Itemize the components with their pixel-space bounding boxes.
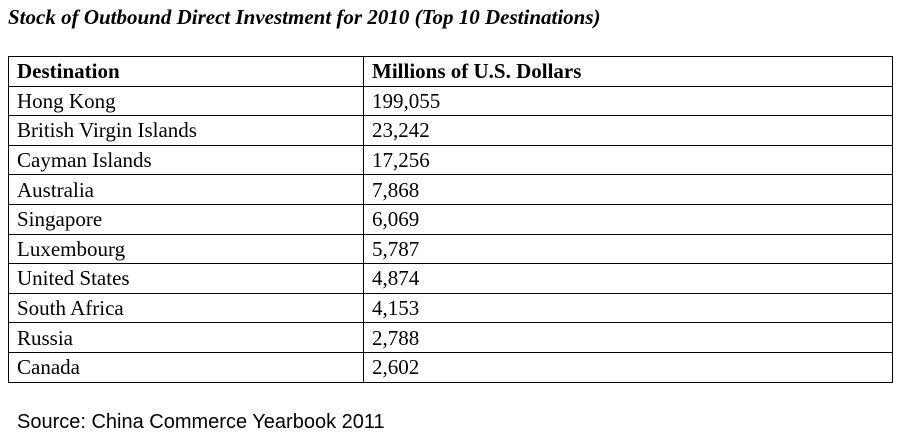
- destination-cell: British Virgin Islands: [8, 115, 364, 146]
- table-row: Canada 2,602: [8, 351, 893, 383]
- destination-cell: Luxembourg: [8, 233, 364, 265]
- value-cell: 7,868: [363, 174, 893, 205]
- destination-cell: Canada: [8, 351, 364, 383]
- value-cell: 4,874: [363, 263, 893, 294]
- value-cell: 199,055: [363, 85, 893, 117]
- header-destination: Destination: [8, 56, 364, 87]
- destination-cell: United States: [8, 263, 364, 294]
- table-header-row: Destination Millions of U.S. Dollars: [8, 56, 893, 87]
- table-row: Cayman Islands 17,256: [8, 144, 893, 176]
- destination-cell: Cayman Islands: [8, 144, 364, 176]
- destination-cell: Singapore: [8, 203, 364, 235]
- table-title: Stock of Outbound Direct Investment for …: [8, 5, 601, 29]
- value-cell: 17,256: [363, 144, 893, 176]
- header-millions-usd: Millions of U.S. Dollars: [363, 56, 893, 87]
- source-note: Source: China Commerce Yearbook 2011: [17, 411, 385, 433]
- destination-cell: South Africa: [8, 292, 364, 324]
- value-cell: 5,787: [363, 233, 893, 265]
- destination-cell: Australia: [8, 174, 364, 205]
- value-cell: 23,242: [363, 115, 893, 146]
- investment-table: Destination Millions of U.S. Dollars Hon…: [8, 56, 893, 383]
- table-row: British Virgin Islands 23,242: [8, 115, 893, 146]
- table-row: Hong Kong 199,055: [8, 85, 893, 117]
- destination-cell: Hong Kong: [8, 85, 364, 117]
- value-cell: 2,602: [363, 351, 893, 383]
- destination-cell: Russia: [8, 322, 364, 353]
- table-row: South Africa 4,153: [8, 292, 893, 324]
- value-cell: 6,069: [363, 203, 893, 235]
- value-cell: 4,153: [363, 292, 893, 324]
- table-row: Luxembourg 5,787: [8, 233, 893, 265]
- value-cell: 2,788: [363, 322, 893, 353]
- table-row: United States 4,874: [8, 263, 893, 294]
- table-row: Singapore 6,069: [8, 203, 893, 235]
- table-row: Australia 7,868: [8, 174, 893, 205]
- table-row: Russia 2,788: [8, 322, 893, 353]
